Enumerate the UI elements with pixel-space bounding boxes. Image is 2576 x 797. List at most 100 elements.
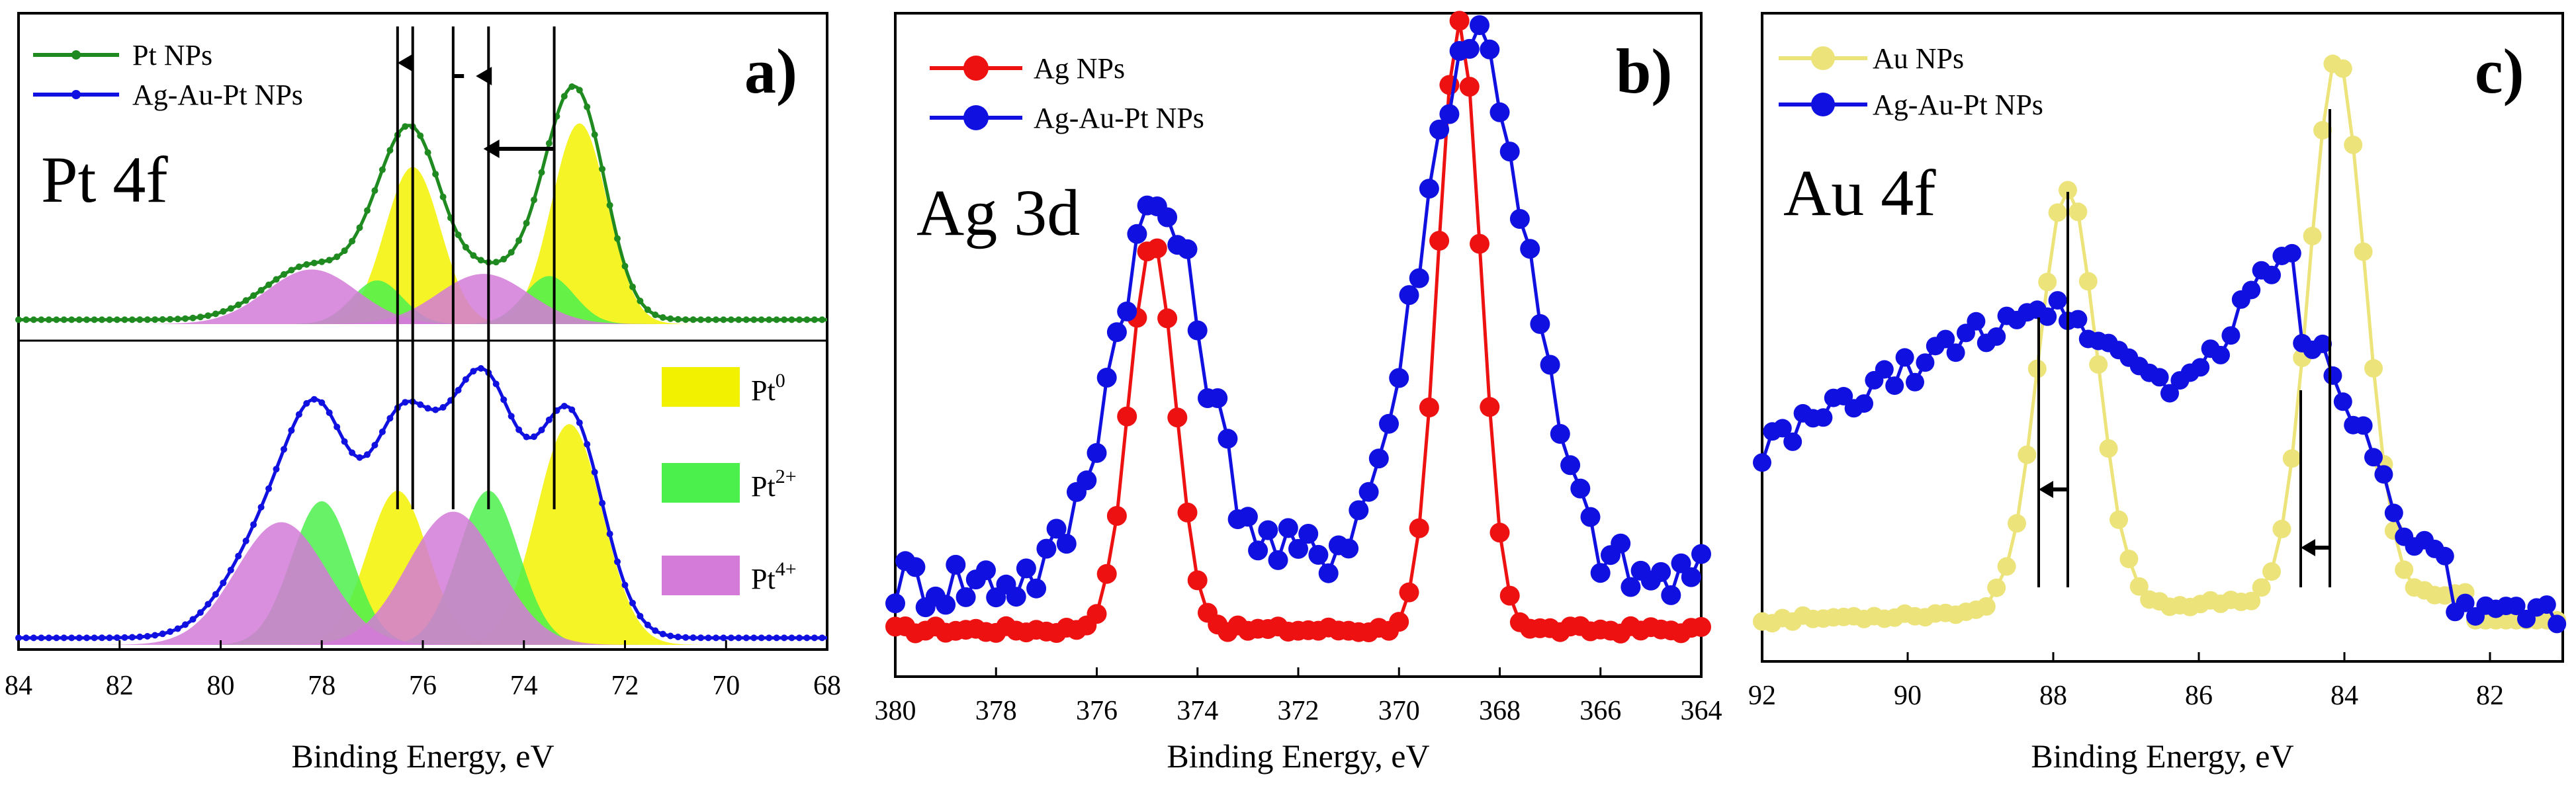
alloy-pt-point	[492, 380, 500, 388]
au-alloy-point	[1753, 453, 1771, 472]
alloy-pt-point	[242, 537, 249, 544]
ag-alloy-point	[1489, 102, 1510, 122]
ag-alloy-point	[1339, 538, 1359, 559]
panel-b-x-tick-label: 372	[1278, 696, 1319, 726]
ag-alloy-point	[1046, 519, 1067, 539]
ag-alloy-point	[1016, 558, 1036, 579]
alloy-pt-point	[38, 634, 45, 642]
alloy-pt-point	[318, 399, 326, 406]
ag-alloy-point	[955, 587, 976, 607]
panel-b-x-tick-label: 366	[1579, 696, 1621, 726]
ag-alloy-point	[1459, 38, 1480, 59]
ag-alloy-point	[1550, 424, 1570, 444]
ag-alloy-point	[946, 554, 966, 575]
pt-np-point	[189, 314, 197, 321]
pt-np-point	[273, 276, 280, 283]
ag-alloy-point	[1480, 39, 1500, 60]
alloy-pt-point	[402, 399, 409, 406]
panel-a-top-components	[19, 123, 827, 324]
au-alloy-point	[1967, 312, 1986, 331]
pt-np-point	[538, 169, 545, 176]
au-alloy-point	[2262, 265, 2281, 284]
au-np-point	[2110, 510, 2128, 529]
ag-alloy-point	[1218, 429, 1238, 449]
au-alloy-point	[1885, 376, 1904, 396]
alloy-pt-point	[811, 634, 818, 642]
alloy-pt-point	[713, 634, 719, 642]
alloy-pt-point	[45, 634, 52, 642]
alloy-pt-point	[584, 440, 591, 448]
alloy-pt-point	[705, 634, 712, 642]
pt-np-point	[637, 298, 644, 304]
alloy-pt-point	[121, 634, 128, 641]
component-peak-pt4plus	[19, 511, 827, 645]
panel-b-x-tick-label: 378	[975, 696, 1017, 726]
au-alloy-point	[1936, 329, 1955, 349]
alloy-pt-point	[212, 591, 219, 598]
pt-np-point	[500, 255, 508, 263]
alloy-pt-point	[128, 634, 136, 641]
pt-np-point	[75, 316, 83, 323]
ag-np-point	[1167, 407, 1188, 428]
alloy-pt-point	[257, 503, 265, 511]
pt-np-point	[136, 316, 144, 323]
pt-np-point	[720, 316, 727, 323]
pt-np-point	[432, 171, 439, 178]
alloy-pt-point	[235, 552, 242, 560]
ag-alloy-point	[1177, 239, 1198, 259]
legend-pt2-swatch	[662, 463, 740, 503]
pt-np-point	[257, 286, 265, 294]
ag-np-point	[1157, 308, 1178, 329]
pt-np-point	[508, 249, 515, 256]
component-peak-pt4plus	[19, 274, 827, 324]
alloy-pt-point	[333, 423, 341, 431]
pt-np-point	[614, 235, 621, 242]
au-np-point	[2252, 578, 2271, 597]
panel-a-x-tick-label: 82	[106, 671, 134, 701]
pt-np-point	[99, 316, 105, 323]
alloy-pt-point	[773, 634, 780, 642]
pt-np-point	[417, 132, 424, 140]
panel-b-x-tick-label: 370	[1378, 696, 1420, 726]
alloy-pt-point	[637, 612, 644, 620]
component-peak-pt0	[19, 167, 827, 324]
pt-np-point	[281, 271, 287, 278]
panel-c-series	[1753, 54, 2567, 634]
pt-np-point	[742, 316, 750, 323]
au-np-point	[2262, 562, 2281, 581]
legend-pt0-label: Pt0	[751, 370, 785, 407]
alloy-pt-point	[644, 621, 651, 628]
alloy-pt-point	[477, 365, 484, 372]
panel-a-x-tick-label: 70	[712, 671, 740, 701]
alloy-pt-point	[30, 634, 37, 642]
pt-np-point	[128, 316, 136, 323]
alloy-pt-point	[758, 634, 765, 642]
ag-alloy-series	[893, 21, 1703, 611]
pt-np-point	[697, 316, 705, 323]
au-alloy-point	[2313, 334, 2332, 353]
alloy-pt-point	[689, 634, 697, 642]
au-np-point	[2038, 273, 2057, 292]
pt-np-point	[515, 237, 523, 244]
au-alloy-point	[2333, 392, 2352, 411]
au-np-point	[2333, 59, 2352, 78]
panel-b: 380 378 376 374 372 370 368 366 364 Ag NPs Ag-Au…	[875, 11, 1722, 775]
pt-np-point	[788, 316, 795, 323]
alloy-pt-point	[508, 413, 515, 420]
ag-np-point	[1409, 518, 1429, 538]
au-np-point	[2027, 359, 2047, 378]
ag-np-point	[1691, 616, 1711, 637]
au-alloy-point	[2191, 358, 2210, 377]
ag-np-point	[1399, 582, 1419, 603]
alloy-pt-point	[265, 485, 273, 492]
alloy-pt-point	[364, 451, 371, 458]
alloy-pt-point	[189, 616, 197, 623]
legend-au-alloy-marker	[1811, 93, 1835, 116]
au-alloy-point	[1773, 419, 1792, 438]
pt-np-point	[568, 83, 576, 90]
au-alloy-point	[1783, 432, 1802, 451]
ag-alloy-point	[1570, 478, 1591, 499]
ag-alloy-point	[1661, 585, 1681, 605]
pt-np-point	[591, 131, 598, 138]
ag-alloy-point	[1580, 507, 1601, 527]
